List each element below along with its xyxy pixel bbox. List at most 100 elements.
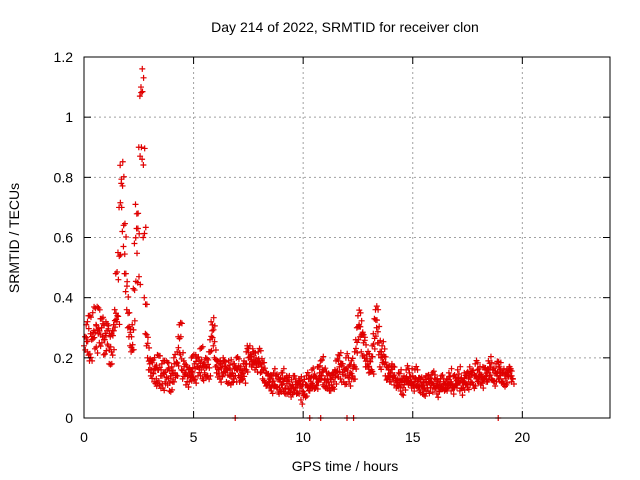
data-point xyxy=(87,330,94,337)
data-point xyxy=(237,363,244,370)
data-point xyxy=(103,347,110,354)
data-point xyxy=(354,349,361,356)
data-point xyxy=(496,363,503,370)
data-point xyxy=(135,273,142,280)
data-point xyxy=(510,381,517,388)
data-point xyxy=(137,84,144,91)
data-point xyxy=(186,372,193,379)
data-point xyxy=(472,360,479,367)
data-point xyxy=(280,378,287,385)
data-point xyxy=(439,372,446,379)
data-point xyxy=(118,204,125,211)
data-point xyxy=(109,352,116,359)
data-point xyxy=(93,344,100,351)
data-point xyxy=(117,199,124,206)
data-point xyxy=(195,353,202,360)
data-point xyxy=(373,317,380,324)
data-point xyxy=(383,377,390,384)
data-point xyxy=(280,365,287,372)
data-point xyxy=(445,369,452,376)
data-point xyxy=(101,336,108,343)
data-point xyxy=(436,387,443,394)
data-point xyxy=(117,162,124,169)
data-point xyxy=(160,369,167,376)
data-point xyxy=(165,365,172,372)
data-point xyxy=(377,337,384,344)
data-point xyxy=(206,364,213,371)
data-point xyxy=(492,383,499,390)
data-point xyxy=(128,333,135,340)
y-tick-label: 0 xyxy=(65,410,73,426)
data-point xyxy=(371,345,378,352)
data-point xyxy=(141,294,148,301)
axis-ticks: 0 0.2 0.4 0.6 0.8 1 1.2 0 5 10 15 20 xyxy=(54,49,610,445)
data-point xyxy=(139,88,146,95)
data-point xyxy=(241,373,248,380)
data-point xyxy=(219,372,226,379)
y-tick-label: 1.2 xyxy=(54,49,74,65)
x-axis-label: GPS time / hours xyxy=(292,458,399,474)
data-point xyxy=(140,74,147,81)
data-point xyxy=(303,381,310,388)
x-tick-label: 20 xyxy=(515,429,531,445)
y-tick-label: 0.8 xyxy=(54,169,74,185)
data-point xyxy=(322,365,329,372)
data-point xyxy=(270,369,277,376)
data-point xyxy=(201,359,208,366)
data-point xyxy=(111,306,118,313)
data-point xyxy=(105,342,112,349)
data-point xyxy=(177,333,184,340)
data-point xyxy=(352,376,359,383)
data-point xyxy=(291,372,298,379)
data-point xyxy=(189,369,196,376)
data-point xyxy=(484,369,491,376)
data-point xyxy=(480,385,487,392)
data-point xyxy=(162,378,169,385)
data-point xyxy=(475,378,482,385)
data-point xyxy=(258,355,265,362)
data-point xyxy=(459,392,466,399)
data-point xyxy=(455,371,462,378)
data-point xyxy=(374,328,381,335)
data-point xyxy=(382,359,389,366)
data-point xyxy=(422,393,429,400)
data-point xyxy=(146,344,153,351)
data-point xyxy=(129,321,136,328)
data-point xyxy=(352,345,359,352)
data-point xyxy=(96,306,103,313)
data-point xyxy=(239,376,246,383)
data-point xyxy=(373,303,380,310)
data-point xyxy=(168,363,175,370)
data-point xyxy=(296,390,303,397)
data-point xyxy=(243,348,250,355)
data-point xyxy=(119,182,126,189)
data-point xyxy=(137,281,144,288)
y-tick-label: 1 xyxy=(65,109,73,125)
data-point xyxy=(84,338,91,345)
data-point xyxy=(370,371,377,378)
data-point xyxy=(171,378,178,385)
data-point xyxy=(150,369,157,376)
data-point xyxy=(169,386,176,393)
data-point xyxy=(198,356,205,363)
data-point xyxy=(143,301,150,308)
data-point xyxy=(398,366,405,373)
data-point xyxy=(486,372,493,379)
data-point xyxy=(200,377,207,384)
data-point xyxy=(134,250,141,257)
data-point xyxy=(119,228,126,235)
x-tick-label: 10 xyxy=(295,429,311,445)
data-point xyxy=(359,330,366,337)
data-point xyxy=(209,327,216,334)
data-point xyxy=(380,338,387,345)
data-point xyxy=(257,347,264,354)
data-point xyxy=(430,368,437,375)
data-point xyxy=(375,306,382,313)
data-point xyxy=(114,269,121,276)
data-point xyxy=(391,372,398,379)
data-point xyxy=(161,387,168,394)
data-point xyxy=(158,366,165,373)
data-point xyxy=(387,369,394,376)
data-point xyxy=(353,324,360,331)
data-point xyxy=(175,344,182,351)
